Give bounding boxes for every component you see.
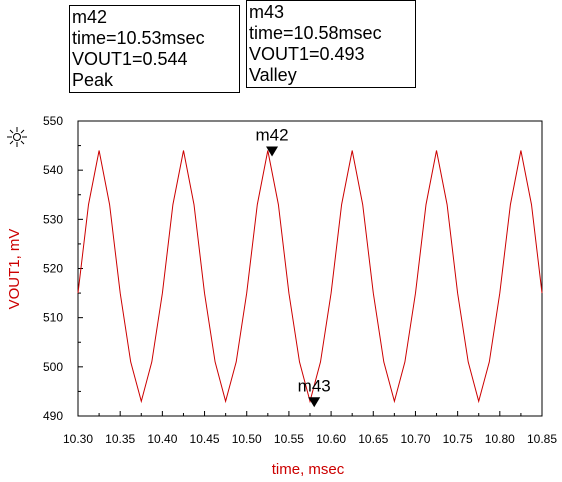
y-tick-label: 550	[43, 114, 63, 128]
marker-label-m42: m42	[255, 126, 288, 145]
x-tick-label: 10.50	[232, 432, 262, 446]
marker-triangle-m43[interactable]	[308, 397, 321, 408]
y-tick-label: 510	[43, 311, 63, 325]
y-tick-labels: 550 540 530 520 510 500 490	[43, 114, 63, 423]
x-tick-label: 10.60	[316, 432, 346, 446]
x-tick-label: 10.55	[274, 432, 304, 446]
y-axis-title: VOUT1, mV	[6, 229, 23, 310]
x-tick-label: 10.85	[527, 432, 557, 446]
x-tick-label: 10.70	[400, 432, 430, 446]
x-tick-labels: 10.30 10.35 10.40 10.45 10.50 10.55 10.60 10.65…	[63, 432, 557, 446]
marker-label-m43: m43	[298, 376, 331, 395]
marker-triangle-m42[interactable]	[266, 146, 279, 157]
marker-readout-m43[interactable]: m43 time=10.58msec VOUT1=0.493 Valley	[246, 0, 416, 88]
x-tick-label: 10.45	[190, 432, 220, 446]
x-axis-title: time, msec	[272, 461, 345, 478]
marker-time: time=10.58msec	[249, 23, 382, 43]
y-tick-label: 540	[43, 163, 63, 177]
marker-value: VOUT1=0.544	[72, 49, 188, 69]
marker-kind: Peak	[72, 70, 114, 90]
y-tick-label: 500	[43, 360, 63, 374]
x-tick-label: 10.30	[63, 432, 93, 446]
plot-frame	[77, 120, 543, 417]
y-tick-label: 490	[43, 409, 63, 423]
marker-kind: Valley	[249, 65, 297, 85]
marker-name: m43	[249, 2, 285, 22]
y-tick-label: 530	[43, 212, 63, 226]
series-line	[77, 150, 543, 404]
marker-name: m42	[72, 7, 108, 27]
settings-icon[interactable]	[7, 127, 27, 147]
x-tick-label: 10.80	[485, 432, 515, 446]
marker-value: VOUT1=0.493	[249, 44, 365, 64]
marker-time: time=10.53msec	[72, 28, 205, 48]
axis-ticks	[77, 120, 543, 417]
marker-readout-m42[interactable]: m42 time=10.53msec VOUT1=0.544 Peak	[69, 5, 240, 93]
marker-layer: m42 m43	[255, 126, 331, 408]
x-tick-label: 10.35	[105, 432, 135, 446]
x-tick-label: 10.65	[358, 432, 388, 446]
x-tick-label: 10.40	[147, 432, 177, 446]
y-tick-label: 520	[43, 262, 63, 276]
x-tick-label: 10.75	[443, 432, 473, 446]
